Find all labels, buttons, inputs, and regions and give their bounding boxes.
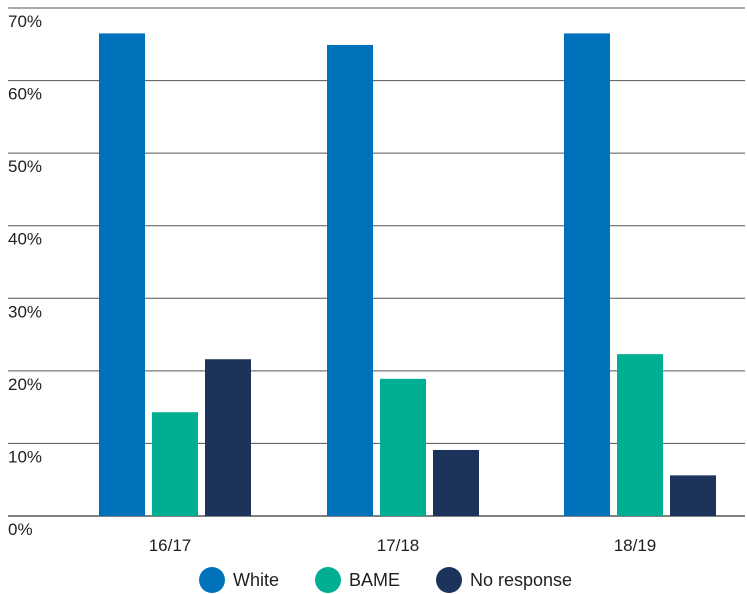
bar-white-18-19 (564, 33, 610, 517)
y-tick-label: 40% (8, 230, 42, 249)
y-axis-tick-labels: 0% 10% 20% 30% 40% 50% 60% 70% (8, 12, 42, 539)
legend-swatch-white (199, 567, 225, 593)
legend-label: No response (470, 570, 572, 590)
x-tick-label: 17/18 (377, 536, 420, 555)
y-tick-label: 30% (8, 302, 42, 321)
y-tick-label: 60% (8, 85, 42, 104)
x-axis-tick-labels: 16/17 17/18 18/19 (149, 536, 657, 555)
bar-white-17-18 (327, 45, 373, 517)
x-tick-label: 18/19 (614, 536, 657, 555)
legend-label: White (233, 570, 279, 590)
legend-swatch-no-response (436, 567, 462, 593)
x-tick-label: 16/17 (149, 536, 192, 555)
y-tick-label: 20% (8, 375, 42, 394)
bar-white-16-17 (99, 33, 145, 517)
y-tick-label: 70% (8, 12, 42, 31)
bar-no-response-17-18 (433, 449, 479, 516)
y-tick-label: 50% (8, 157, 42, 176)
y-tick-label: 10% (8, 447, 42, 466)
bar-no-response-16-17 (205, 359, 251, 516)
legend-label: BAME (349, 570, 400, 590)
bar-bame-18-19 (617, 354, 663, 516)
bars (99, 33, 716, 517)
bar-bame-17-18 (380, 378, 426, 516)
legend-swatch-bame (315, 567, 341, 593)
bar-bame-16-17 (152, 412, 198, 516)
legend: White BAME No response (199, 567, 572, 593)
bar-no-response-18-19 (670, 475, 716, 516)
y-tick-label: 0% (8, 520, 33, 539)
